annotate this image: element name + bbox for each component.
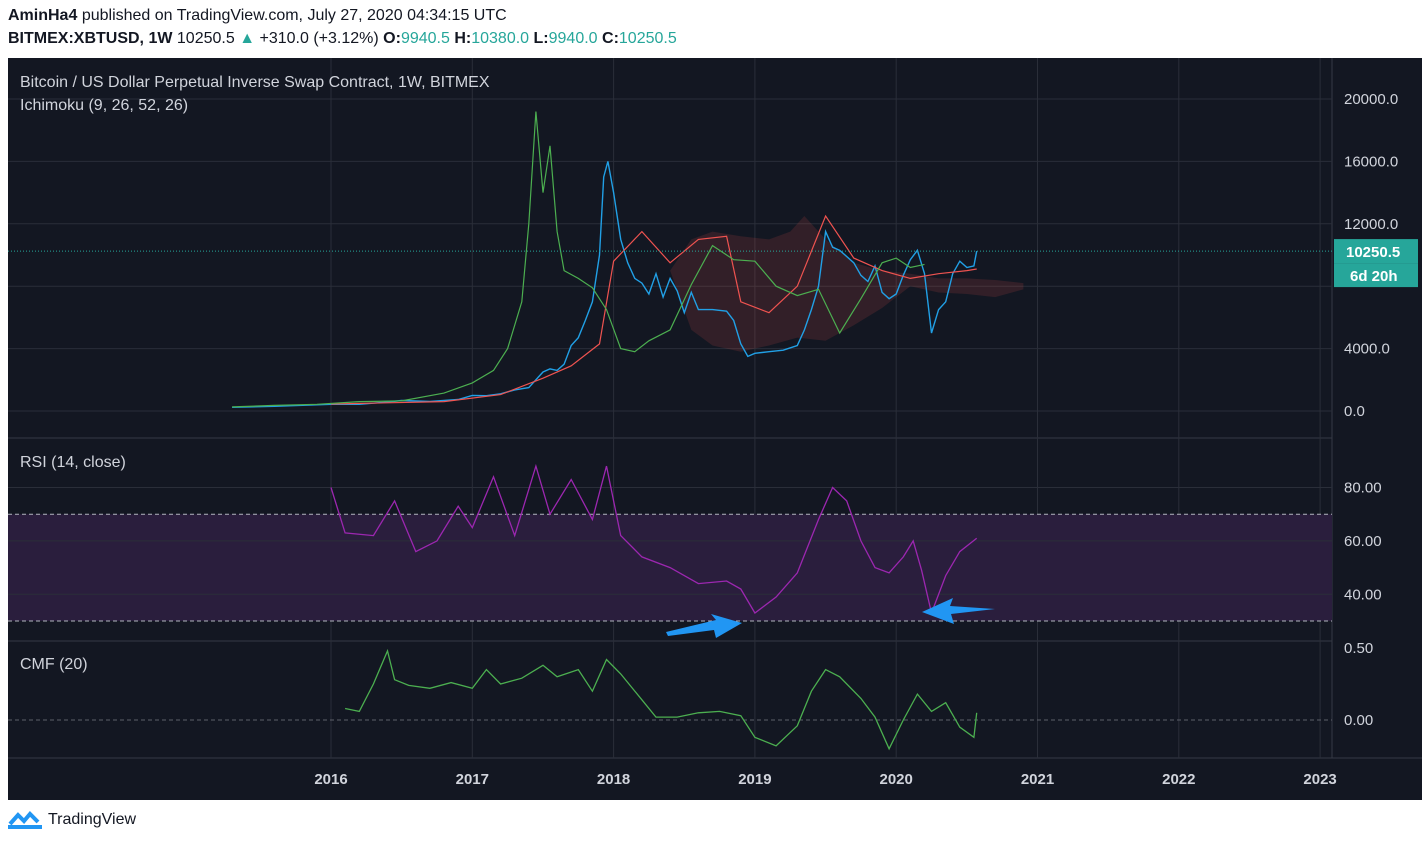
x-tick-label: 2019 bbox=[738, 771, 771, 788]
cmf-tick-label: 0.50 bbox=[1344, 640, 1373, 657]
footer: TradingView bbox=[8, 810, 136, 830]
chikou-line bbox=[232, 111, 925, 408]
open-value: 9940.5 bbox=[400, 30, 450, 47]
publish-line: AminHa4 published on TradingView.com, Ju… bbox=[8, 7, 507, 25]
rsi-label[interactable]: RSI (14, close) bbox=[20, 454, 126, 471]
price-tick-label: 0.0 bbox=[1344, 403, 1365, 420]
time-badge bbox=[1334, 263, 1418, 288]
chart-panel[interactable]: 2016 2017 2018 2019 2020 2021 2022 2023 20000.0 1… bbox=[8, 58, 1422, 800]
x-tick-label: 2021 bbox=[1021, 771, 1054, 788]
footer-brand: TradingView bbox=[48, 811, 137, 828]
author-name[interactable]: AminHa4 bbox=[8, 7, 78, 24]
tradingview-logo-icon bbox=[8, 811, 42, 829]
cmf-label[interactable]: CMF (20) bbox=[20, 656, 88, 673]
ohlc-line: BITMEX:XBTUSD, 1W 10250.5 ▲ +310.0 (+3.1… bbox=[8, 30, 677, 48]
x-tick-label: 2023 bbox=[1303, 771, 1336, 788]
high-label: H: bbox=[454, 30, 472, 47]
rsi-line bbox=[330, 463, 978, 616]
price-change: +310.0 (+3.12%) bbox=[259, 30, 379, 47]
low-value: 9940.0 bbox=[548, 30, 598, 47]
kijun-line bbox=[330, 214, 977, 405]
symbol-label: BITMEX:XBTUSD, 1W bbox=[8, 30, 173, 47]
cmf-line bbox=[344, 648, 978, 751]
high-value: 10380.0 bbox=[471, 30, 530, 47]
price-tick-label: 16000.0 bbox=[1344, 153, 1398, 170]
x-tick-label: 2017 bbox=[456, 771, 489, 788]
ichimoku-cloud bbox=[670, 216, 1024, 352]
rsi-tick-label: 40.00 bbox=[1344, 586, 1382, 603]
price-badge-text: 10250.5 bbox=[1346, 244, 1400, 261]
up-arrow-icon: ▲ bbox=[239, 30, 256, 47]
x-tick-label: 2022 bbox=[1162, 771, 1195, 788]
rsi-tick-label: 60.00 bbox=[1344, 533, 1382, 550]
price-badge bbox=[1334, 239, 1418, 264]
x-tick-label: 2016 bbox=[314, 771, 347, 788]
close-label: C: bbox=[602, 30, 619, 47]
arrow-annotation-left bbox=[666, 614, 742, 638]
last-price: 10250.5 bbox=[176, 30, 235, 47]
price-tick-label: 20000.0 bbox=[1344, 91, 1398, 108]
arrow-annotation-right bbox=[922, 598, 995, 624]
x-tick-label: 2020 bbox=[880, 771, 913, 788]
cmf-tick-label: 0.00 bbox=[1344, 712, 1373, 729]
chart-title: Bitcoin / US Dollar Perpetual Inverse Sw… bbox=[20, 74, 490, 91]
time-badge-text: 6d 20h bbox=[1350, 268, 1398, 285]
low-label: L: bbox=[533, 30, 549, 47]
chart-canvas[interactable]: 2016 2017 2018 2019 2020 2021 2022 2023 20000.0 1… bbox=[8, 58, 1422, 800]
open-label: O: bbox=[383, 30, 401, 47]
close-value: 10250.5 bbox=[618, 30, 677, 47]
publish-info: published on TradingView.com, July 27, 2… bbox=[81, 7, 507, 24]
price-tick-label: 12000.0 bbox=[1344, 216, 1398, 233]
x-tick-label: 2018 bbox=[597, 771, 630, 788]
ichimoku-label[interactable]: Ichimoku (9, 26, 52, 26) bbox=[20, 97, 189, 114]
rsi-tick-label: 80.00 bbox=[1344, 480, 1382, 497]
price-tick-label: 4000.0 bbox=[1344, 341, 1390, 358]
